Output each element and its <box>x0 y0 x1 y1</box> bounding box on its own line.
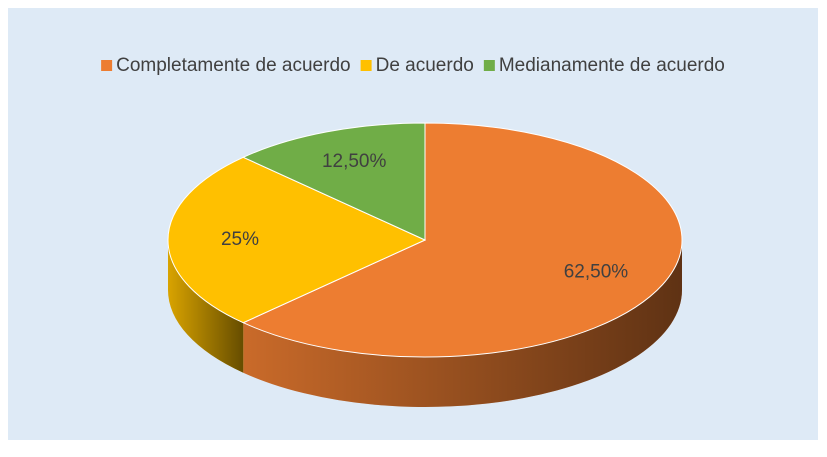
slice-side-shade <box>243 240 682 408</box>
legend-label: Completamente de acuerdo <box>116 55 350 76</box>
data-label: 62,50% <box>564 261 629 282</box>
data-label: 12,50% <box>322 151 387 172</box>
slice <box>242 122 426 241</box>
slice <box>167 156 427 324</box>
legend-marker <box>360 60 372 71</box>
legend-marker <box>483 60 495 71</box>
legend-label: Medianamente de acuerdo <box>499 55 725 76</box>
slice-side-shade <box>168 240 244 373</box>
data-label: 25% <box>221 229 259 250</box>
legend-marker <box>101 60 113 71</box>
legend-label: De acuerdo <box>376 55 474 76</box>
slice <box>242 122 683 358</box>
